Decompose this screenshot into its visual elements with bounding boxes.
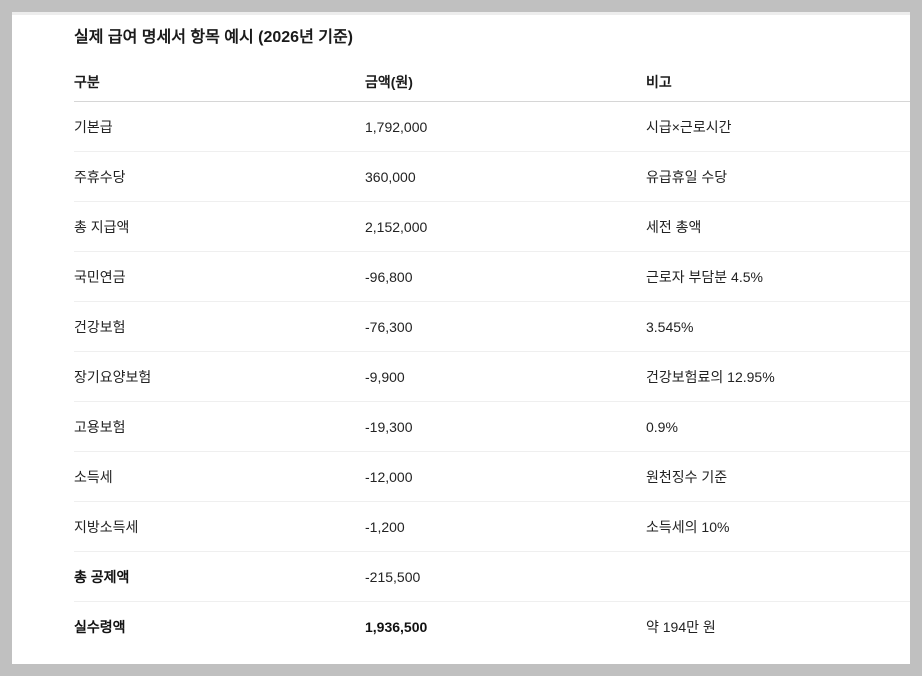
- cell-amount: 2,152,000: [365, 201, 646, 252]
- table-row: 주휴수당 360,000 유급휴일 수당: [74, 151, 910, 202]
- cell-amount: -9,900: [365, 351, 646, 402]
- page-title: 실제 급여 명세서 항목 예시 (2026년 기준): [74, 29, 354, 46]
- cell-note: 건강보험료의 12.95%: [646, 351, 910, 402]
- cell-amount: -76,300: [365, 301, 646, 352]
- cell-amount: -1,200: [365, 501, 646, 552]
- table-header-row: 구분 금액(원) 비고: [74, 63, 910, 102]
- payslip-table: 구분 금액(원) 비고 기본급 1,792,000 시급×근로시간 주휴수당 3…: [74, 63, 910, 651]
- table-row: 지방소득세 -1,200 소득세의 10%: [74, 501, 910, 552]
- cell-item: 국민연금: [74, 251, 365, 302]
- table-row: 국민연금 -96,800 근로자 부담분 4.5%: [74, 251, 910, 302]
- cell-note: 근로자 부담분 4.5%: [646, 251, 910, 302]
- cell-note: 소득세의 10%: [646, 501, 910, 552]
- cell-amount: 1,936,500: [365, 618, 428, 635]
- cell-amount: -96,800: [365, 251, 646, 302]
- cell-note: 약 194만 원: [646, 618, 716, 635]
- cell-item: 총 공제액: [74, 551, 365, 602]
- cell-item: 건강보험: [74, 301, 365, 352]
- column-header-amount: 금액(원): [365, 63, 646, 102]
- column-header-note: 비고: [646, 63, 910, 102]
- cell-item: 장기요양보험: [74, 351, 365, 402]
- table-row-total-deduction: 총 공제액 -215,500: [74, 551, 910, 602]
- table-row: 고용보험 -19,300 0.9%: [74, 401, 910, 452]
- cell-note: 유급휴일 수당: [646, 151, 910, 202]
- cell-item: 지방소득세: [74, 501, 365, 552]
- cell-amount: 360,000: [365, 151, 646, 202]
- cell-note: 세전 총액: [646, 201, 910, 252]
- cell-amount: -19,300: [365, 401, 646, 452]
- cell-item: 실수령액: [74, 618, 126, 635]
- cell-note: 3.545%: [646, 301, 910, 352]
- table-row: 건강보험 -76,300 3.545%: [74, 301, 910, 352]
- cell-item: 주휴수당: [74, 151, 365, 202]
- cell-item: 기본급: [74, 101, 365, 152]
- cell-note: [646, 551, 910, 602]
- table-row: 기본급 1,792,000 시급×근로시간: [74, 101, 910, 152]
- cell-item: 소득세: [74, 451, 365, 502]
- cell-item: 고용보험: [74, 401, 365, 452]
- content-panel: 실제 급여 명세서 항목 예시 (2026년 기준) 구분 금액(원) 비고 기…: [12, 12, 910, 664]
- column-header-item: 구분: [74, 63, 365, 102]
- cell-note: 원천징수 기준: [646, 451, 910, 502]
- cell-amount: -215,500: [365, 551, 646, 602]
- table-row: 총 지급액 2,152,000 세전 총액: [74, 201, 910, 252]
- cell-item: 총 지급액: [74, 201, 365, 252]
- table-row: 장기요양보험 -9,900 건강보험료의 12.95%: [74, 351, 910, 402]
- cell-amount: 1,792,000: [365, 101, 646, 152]
- table-row-net-pay: 실수령액 1,936,500 약 194만 원: [74, 602, 910, 652]
- cell-note: 시급×근로시간: [646, 101, 910, 152]
- cell-note: 0.9%: [646, 401, 910, 452]
- cell-amount: -12,000: [365, 451, 646, 502]
- table-row: 소득세 -12,000 원천징수 기준: [74, 451, 910, 502]
